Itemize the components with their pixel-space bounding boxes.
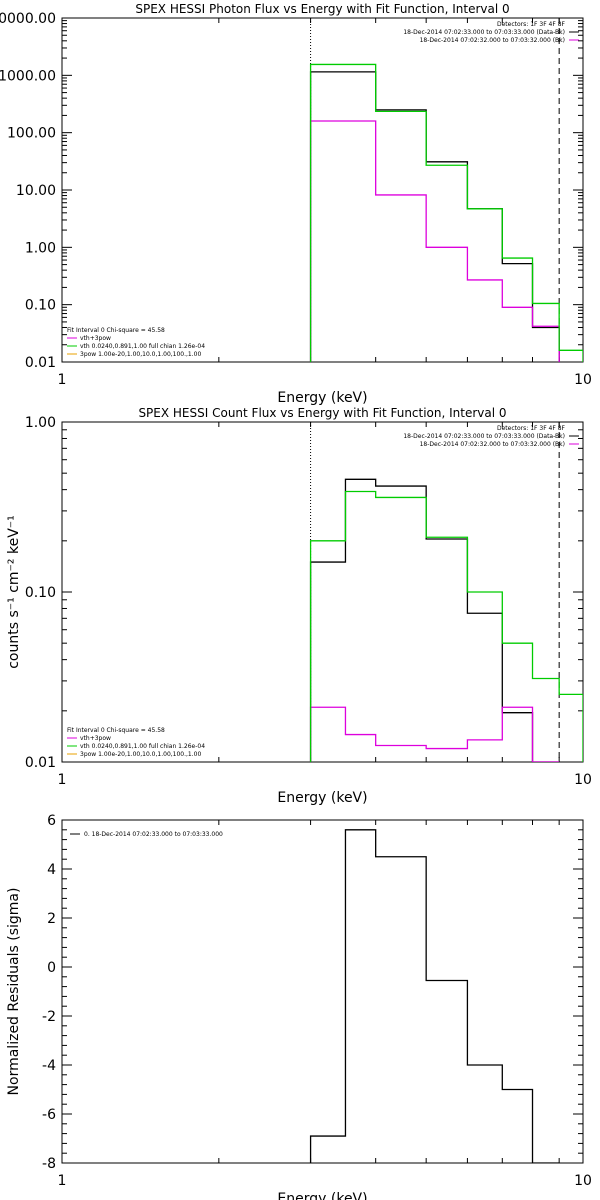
x-axis-label: Energy (keV): [277, 790, 367, 806]
legend-bottom-left-entry: vth 0.0240,0.891,1.00 full chian 1.26e-0…: [80, 343, 205, 350]
legend-top-right-entry: Detectors: 1F 3F 4F 8F: [497, 425, 566, 432]
legend-top-right-entry: 18-Dec-2014 07:02:32.000 to 07:03:32.000…: [420, 441, 565, 448]
plot-area: [309, 18, 583, 362]
legend-top-right-entry: 18-Dec-2014 07:02:33.000 to 07:03:33.000…: [403, 29, 565, 36]
y-tick-label: -4: [42, 1058, 56, 1074]
y-tick-label: 100.00: [7, 126, 56, 142]
legend-top-right-entry: Detectors: 1F 3F 4F 8F: [497, 21, 566, 28]
y-tick-label: 6: [47, 813, 56, 829]
y-tick-label: 10000.00: [0, 11, 56, 27]
series-line-1: [309, 71, 560, 362]
plot-area: [309, 422, 583, 762]
y-tick-label: 1000.00: [0, 68, 56, 84]
legend-bottom-left-entry: 3pow 1.00e-20,1.00,10.0,1.00,100.,1.00: [80, 351, 201, 358]
legend-bottom-left-entry: vth+3pow: [80, 335, 111, 342]
legend-bottom-left-entry: vth+3pow: [80, 735, 111, 742]
y-tick-label: 0.01: [25, 355, 56, 371]
y-tick-label: -2: [42, 1009, 56, 1025]
y-axis-label: Normalized Residuals (sigma): [6, 888, 22, 1096]
x-tick-label: 1: [58, 372, 67, 388]
plot-frame: [61, 819, 584, 1164]
y-tick-label: -6: [42, 1107, 56, 1123]
legend-bottom-left-entry: Fit Interval 0 Chi-square = 45.58: [67, 327, 165, 334]
series-line-1: [309, 478, 560, 762]
series-line-2: [309, 120, 560, 362]
y-tick-label: 2: [47, 911, 56, 927]
legend-bottom-left-entry: vth 0.0240,0.891,1.00 full chian 1.26e-0…: [80, 743, 205, 750]
legend-bottom-left-entry: Fit Interval 0 Chi-square = 45.58: [67, 727, 165, 734]
legend-top-left-entry: 0. 18-Dec-2014 07:02:33.000 to 07:03:33.…: [84, 831, 223, 838]
chart-panel-1: SPEX HESSI Photon Flux vs Energy with Fi…: [0, 2, 592, 406]
legend-top-right-entry: 18-Dec-2014 07:02:32.000 to 07:03:32.000…: [420, 37, 565, 44]
y-tick-label: 0: [47, 960, 56, 976]
y-tick-label: 10.00: [16, 183, 56, 199]
y-tick-label: 0.01: [25, 755, 56, 771]
chart-panel-2: SPEX HESSI Count Flux vs Energy with Fit…: [6, 406, 592, 806]
y-tick-label: 4: [47, 862, 56, 878]
x-tick-label: 1: [58, 1173, 67, 1189]
legend-top-right-entry: 18-Dec-2014 07:02:33.000 to 07:03:33.000…: [403, 433, 565, 440]
series-line-2: [309, 706, 560, 762]
y-axis-label: counts s⁻¹ cm⁻² keV⁻¹: [6, 515, 22, 669]
y-tick-label: 0.10: [25, 585, 56, 601]
x-tick-label: 1: [58, 772, 67, 788]
y-tick-label: 1.00: [25, 415, 56, 431]
series-line-3: [309, 63, 583, 362]
x-axis-label: Energy (keV): [277, 1191, 367, 1200]
chart-title: SPEX HESSI Photon Flux vs Energy with Fi…: [135, 2, 509, 16]
series-line-3: [309, 490, 583, 762]
x-tick-label: 10: [574, 1173, 592, 1189]
plot-area: [309, 829, 560, 1163]
plot-frame: [61, 17, 584, 363]
x-tick-label: 10: [574, 772, 592, 788]
y-tick-label: 1.00: [25, 240, 56, 256]
chart-panel-3: 1 10 -8 -6 -4 -2 0 2 4 6 Energy (keV) Normalized Re…: [6, 813, 592, 1200]
y-tick-label: 0.10: [25, 298, 56, 314]
chart-title: SPEX HESSI Count Flux vs Energy with Fit…: [138, 406, 506, 420]
x-tick-label: 10: [574, 372, 592, 388]
legend-bottom-left-entry: 3pow 1.00e-20,1.00,10.0,1.00,100.,1.00: [80, 751, 201, 758]
x-axis-label: Energy (keV): [277, 390, 367, 406]
y-tick-label: -8: [42, 1156, 56, 1172]
plot-frame: [61, 421, 584, 763]
series-line-1: [309, 829, 560, 1163]
